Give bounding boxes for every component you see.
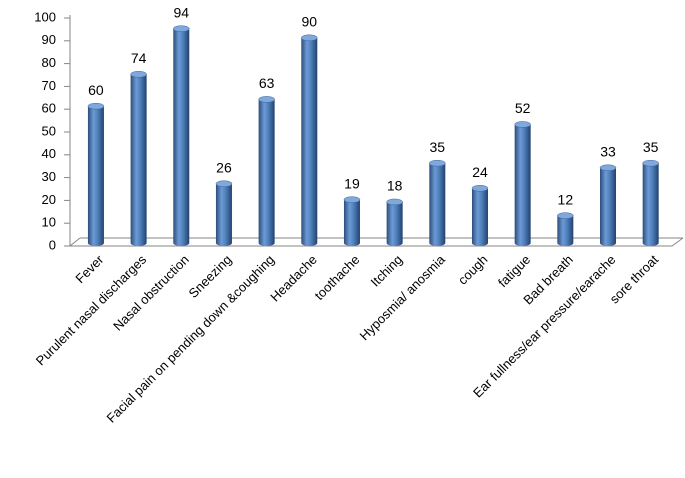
bar — [301, 37, 318, 246]
bar-cap — [173, 25, 190, 32]
y-tick-label: 0 — [49, 237, 56, 252]
floor-edge — [69, 237, 81, 247]
bar — [215, 183, 232, 246]
bar-cap — [599, 164, 617, 172]
x-tick-label: cough — [455, 252, 491, 288]
y-tick-label: 50 — [42, 123, 56, 138]
value-label: 19 — [344, 175, 360, 191]
value-label: 60 — [88, 82, 104, 98]
value-label: 35 — [643, 139, 659, 155]
bar — [343, 199, 360, 246]
bar-cap — [514, 121, 531, 128]
bar-cap — [642, 159, 659, 167]
value-label: 90 — [302, 14, 318, 30]
bar-cap — [301, 34, 318, 42]
bar — [599, 167, 616, 246]
x-tick-label: Nasal obstruction — [110, 252, 192, 334]
x-tick-label: Fever — [72, 251, 107, 286]
bar — [514, 124, 531, 246]
bar — [471, 188, 488, 246]
y-tick-label: 10 — [42, 215, 56, 230]
bar — [87, 106, 104, 246]
bar — [557, 215, 574, 246]
bar — [130, 74, 147, 246]
bar — [429, 163, 446, 246]
bar-cap — [471, 185, 489, 192]
y-tick-label: 100 — [34, 9, 56, 24]
y-tick-label: 40 — [42, 146, 56, 161]
bar-cap — [557, 212, 574, 219]
y-tick-label: 70 — [42, 78, 56, 93]
bar-cap — [386, 198, 403, 206]
bar — [386, 201, 403, 246]
y-tick-label: 30 — [42, 169, 56, 184]
y-tick-label: 90 — [42, 32, 56, 47]
value-label: 94 — [173, 4, 189, 20]
value-label: 24 — [472, 164, 488, 180]
bar-cap — [429, 159, 446, 167]
value-label: 74 — [131, 50, 147, 66]
floor — [70, 237, 684, 247]
bar — [258, 99, 275, 246]
bar-cap — [258, 96, 275, 103]
x-tick-label: toothache — [312, 252, 363, 303]
y-tick-label: 20 — [42, 192, 56, 207]
bar-cap — [130, 71, 147, 78]
x-tick-label: Headache — [267, 252, 320, 305]
value-label: 63 — [259, 75, 275, 91]
value-label: 35 — [430, 139, 446, 155]
value-label: 33 — [600, 143, 616, 159]
value-label: 26 — [216, 159, 232, 175]
x-tick-label: Itching — [367, 252, 405, 290]
bar — [173, 28, 190, 247]
bar-cap — [343, 196, 361, 203]
value-label: 18 — [387, 178, 403, 194]
bar-cap — [215, 180, 233, 187]
bar — [642, 163, 659, 246]
y-tick-label: 80 — [42, 55, 56, 70]
value-label: 52 — [515, 100, 531, 116]
y-tick-label: 60 — [42, 101, 56, 116]
bar-cap — [87, 102, 105, 110]
x-tick-label: fatigue — [495, 252, 533, 290]
value-label: 12 — [558, 191, 574, 207]
